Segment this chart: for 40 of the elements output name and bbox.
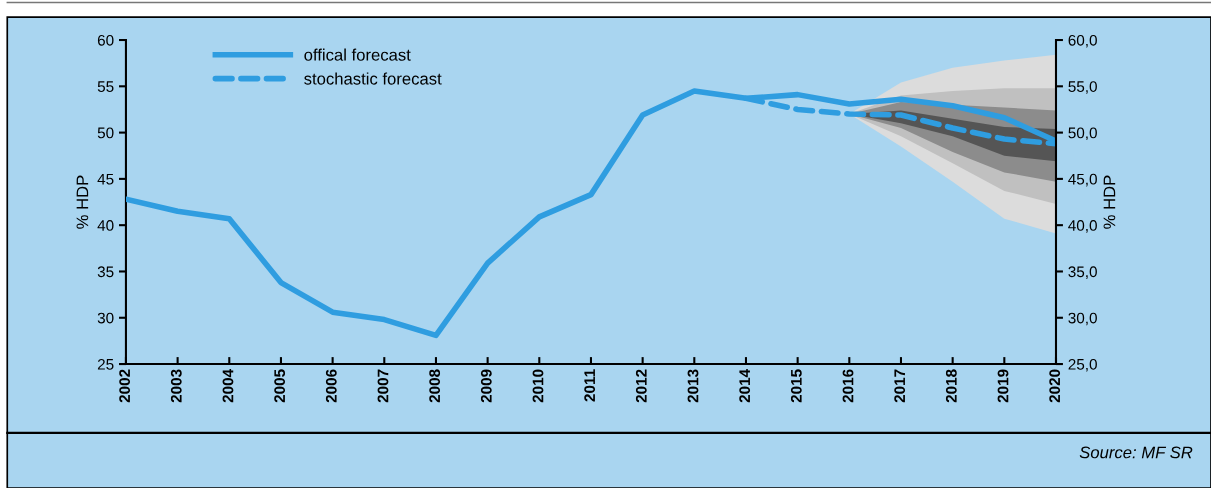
x-tick-label: 2017: [894, 369, 906, 403]
x-tick-label: 2011: [584, 369, 596, 402]
x-tick-label: 2019: [997, 369, 1009, 403]
x-tick-label: 2010: [532, 369, 544, 403]
y2-tick-label: 35,0: [1068, 266, 1097, 279]
y-tick-label: 30: [97, 312, 114, 324]
y2-tick-label: 60,0: [1068, 34, 1097, 48]
y-tick-label: 50: [97, 127, 114, 139]
x-tick-label: 2014: [739, 368, 751, 403]
x-tick-label: 2020: [1049, 369, 1061, 403]
y2-tick-label: 50,0: [1068, 127, 1097, 141]
y2-tick-label: 30,0: [1068, 312, 1097, 326]
x-tick-label: 2003: [170, 369, 182, 403]
legend-label: stochastic forecast: [304, 72, 442, 85]
x-tick-label: 2009: [480, 369, 492, 403]
x-tick-label: 2004: [222, 368, 234, 403]
source-note: Source: MF SR: [1079, 446, 1193, 459]
y-tick-label: 35: [97, 266, 114, 278]
y-tick-label: 55: [97, 81, 114, 92]
y-axis-title: % HDP: [76, 175, 89, 229]
x-tick-label: 2018: [945, 369, 957, 403]
y2-tick-label: 55,0: [1068, 81, 1097, 94]
y-tick-label: 25: [97, 358, 114, 370]
y2-tick-label: 45,0: [1068, 173, 1097, 187]
x-tick-label: 2006: [325, 369, 337, 403]
x-tick-label: 2016: [842, 369, 854, 403]
x-tick-label: 2012: [635, 369, 647, 403]
y-tick-label: 40: [97, 220, 114, 231]
x-tick-label: 2005: [274, 369, 286, 403]
y2-tick-label: 40,0: [1068, 220, 1097, 233]
y-tick-label: 60: [97, 34, 114, 46]
x-tick-label: 2013: [687, 369, 699, 403]
legend-label: offical forecast: [304, 48, 411, 61]
y2-tick-label: 25,0: [1068, 358, 1097, 372]
x-tick-label: 2015: [790, 369, 802, 403]
x-tick-label: 2007: [377, 369, 389, 403]
x-tick-label: 2002: [119, 369, 131, 403]
y-tick-label: 45: [97, 173, 114, 185]
x-tick-label: 2008: [429, 369, 441, 403]
y2-axis-title: % HDP: [1103, 175, 1116, 229]
